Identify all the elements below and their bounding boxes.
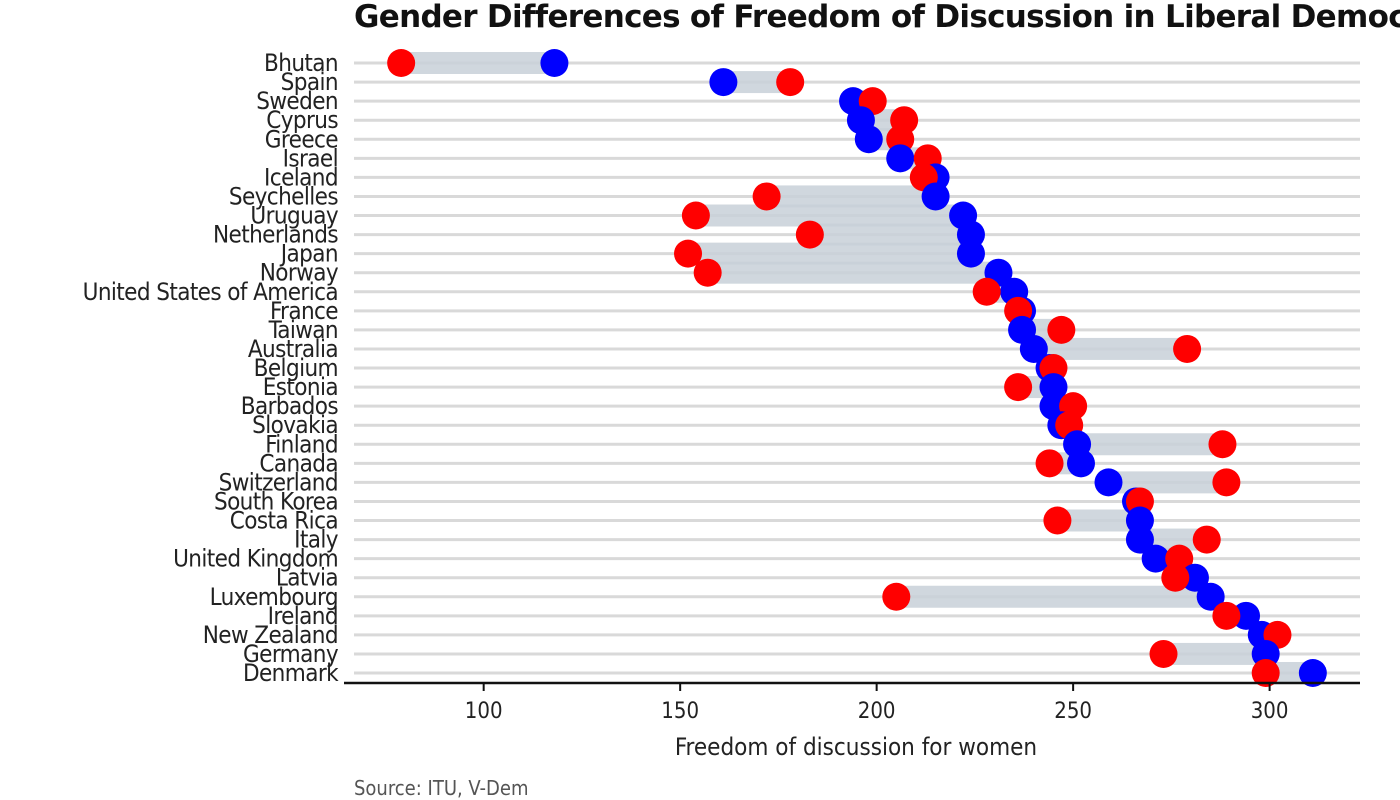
- country-label: Greece: [265, 125, 339, 153]
- country-label: Finland: [265, 430, 338, 458]
- country-label: France: [270, 297, 338, 325]
- blue-point: [1066, 449, 1095, 478]
- red-point: [674, 239, 703, 268]
- range-bar: [723, 71, 791, 94]
- range-bar: [809, 223, 971, 246]
- red-point: [387, 49, 416, 77]
- x-axis-ticks: 100 150 200 250 300: [465, 683, 1289, 724]
- country-label: Canada: [259, 449, 338, 477]
- red-point: [681, 201, 710, 230]
- range-bar: [1163, 642, 1266, 665]
- x-tick-label: 300: [1251, 699, 1289, 724]
- country-label: Sweden: [256, 87, 338, 115]
- red-point: [752, 182, 781, 211]
- red-point: [882, 582, 911, 611]
- blue-point: [1232, 601, 1261, 630]
- blue-point: [1094, 468, 1123, 497]
- country-label: Netherlands: [213, 221, 338, 249]
- blue-point: [709, 68, 738, 97]
- blue-point: [540, 49, 569, 77]
- country-label: Belgium: [254, 354, 338, 382]
- country-label: Japan: [279, 240, 338, 268]
- red-point: [1047, 315, 1076, 344]
- country-label: Switzerland: [219, 468, 338, 496]
- range-bar: [1108, 471, 1227, 494]
- country-label: Estonia: [263, 373, 338, 401]
- blue-point: [854, 125, 883, 154]
- country-label: New Zealand: [203, 621, 338, 649]
- country-label: Uruguay: [250, 202, 338, 230]
- source-note: Source: ITU, V-Dem: [354, 776, 529, 800]
- blue-point: [1298, 659, 1327, 687]
- country-label: Israel: [283, 144, 338, 172]
- country-label: Costa Rica: [230, 507, 338, 535]
- red-point: [1173, 334, 1202, 363]
- country-label: Denmark: [243, 659, 339, 687]
- country-label: Italy: [294, 526, 339, 554]
- x-tick-label: 200: [858, 699, 896, 724]
- y-axis-labels: BhutanSpainSwedenCyprusGreeceIsraelIcela…: [83, 49, 340, 687]
- range-bar: [695, 204, 964, 227]
- red-point: [1212, 468, 1241, 497]
- red-point: [972, 277, 1001, 306]
- country-label: Bhutan: [264, 49, 338, 77]
- x-tick-label: 250: [1054, 699, 1092, 724]
- country-label: Norway: [260, 259, 339, 287]
- range-bar: [766, 185, 936, 208]
- country-label: Taiwan: [268, 316, 338, 344]
- red-point: [1161, 563, 1190, 592]
- country-label: Australia: [248, 335, 338, 363]
- x-tick-label: 150: [661, 699, 699, 724]
- range-bar: [707, 261, 999, 284]
- gridlines: [354, 61, 1360, 675]
- red-point: [1212, 601, 1241, 630]
- range-bar: [1077, 433, 1223, 456]
- blue-point: [1141, 544, 1170, 573]
- blue-point: [921, 182, 950, 211]
- range-bar: [1033, 337, 1188, 360]
- range-bar: [896, 585, 1211, 608]
- red-point: [795, 220, 824, 249]
- range-bar: [688, 242, 971, 265]
- red-point: [776, 68, 805, 97]
- blue-point: [1180, 563, 1209, 592]
- x-axis-label: Freedom of discussion for women: [675, 733, 1037, 761]
- data-points: [387, 49, 1327, 687]
- red-point: [1251, 659, 1280, 687]
- country-label: Slovakia: [252, 411, 338, 439]
- country-label: Spain: [281, 68, 338, 96]
- country-label: Iceland: [264, 163, 338, 191]
- country-label: Ireland: [268, 602, 338, 630]
- country-label: Luxembourg: [210, 583, 338, 611]
- red-point: [1043, 506, 1072, 535]
- red-point: [1208, 430, 1237, 459]
- range-bar: [1057, 509, 1140, 532]
- country-label: Germany: [243, 640, 339, 668]
- country-label: Cyprus: [266, 106, 338, 134]
- red-point: [1004, 373, 1033, 402]
- blue-point: [956, 239, 985, 268]
- chart-title: Gender Differences of Freedom of Discuss…: [354, 0, 1400, 35]
- blue-point: [1019, 334, 1048, 363]
- red-point: [1149, 639, 1178, 668]
- range-bar: [401, 52, 555, 74]
- blue-point: [1125, 525, 1154, 554]
- red-point: [1035, 449, 1064, 478]
- red-point: [1192, 525, 1221, 554]
- red-point: [693, 258, 722, 287]
- country-label: United States of America: [83, 278, 338, 306]
- country-label: South Korea: [214, 487, 338, 515]
- x-tick-label: 100: [465, 699, 503, 724]
- country-label: Seychelles: [229, 182, 339, 210]
- country-label: United Kingdom: [173, 545, 338, 573]
- country-label: Barbados: [241, 392, 339, 420]
- country-label: Latvia: [276, 564, 338, 592]
- blue-point: [886, 144, 915, 173]
- blue-point: [1196, 582, 1225, 611]
